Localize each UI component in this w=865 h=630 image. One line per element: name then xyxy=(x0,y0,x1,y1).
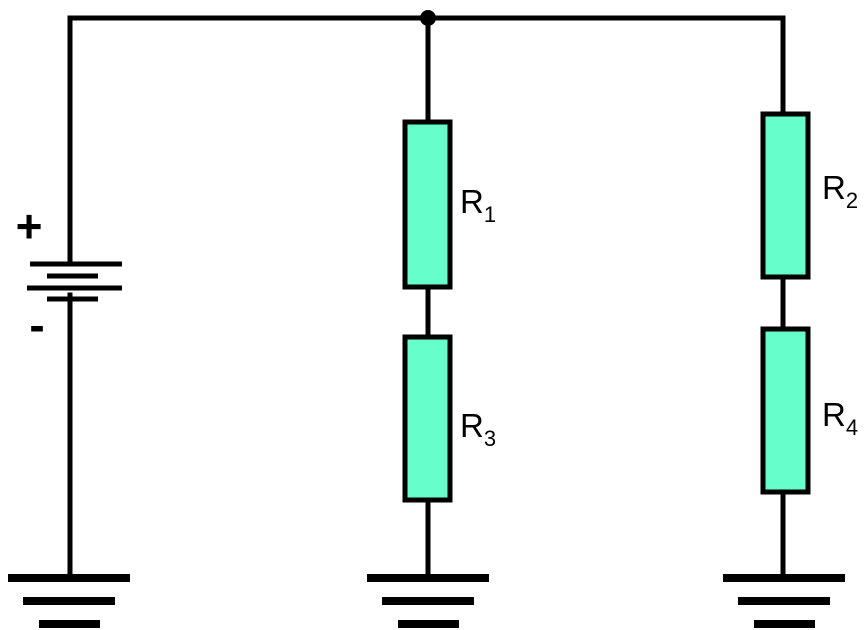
ground-symbol-battery xyxy=(8,574,130,628)
resistor-r2-label: R2 xyxy=(822,169,858,213)
resistor-r1-body xyxy=(402,119,453,290)
battery-negative-label: - xyxy=(29,299,44,351)
ground-symbol-branch2 xyxy=(723,574,845,628)
resistor-r2: R2 xyxy=(760,111,858,280)
battery-positive-label: + xyxy=(16,200,43,252)
resistor-r2-body xyxy=(760,111,811,280)
battery: + - xyxy=(16,200,122,351)
resistor-r4-body xyxy=(760,326,811,495)
junction-dot xyxy=(420,10,436,26)
resistor-r3-body xyxy=(402,334,453,503)
resistor-r1-label: R1 xyxy=(460,183,496,227)
resistor-r1: R1 xyxy=(402,119,496,290)
resistor-r4-label: R4 xyxy=(822,396,858,440)
resistor-r4: R4 xyxy=(760,326,858,495)
resistor-r3-label: R3 xyxy=(460,407,496,451)
resistor-r3: R3 xyxy=(402,334,496,503)
ground-symbol-branch1 xyxy=(367,574,489,628)
